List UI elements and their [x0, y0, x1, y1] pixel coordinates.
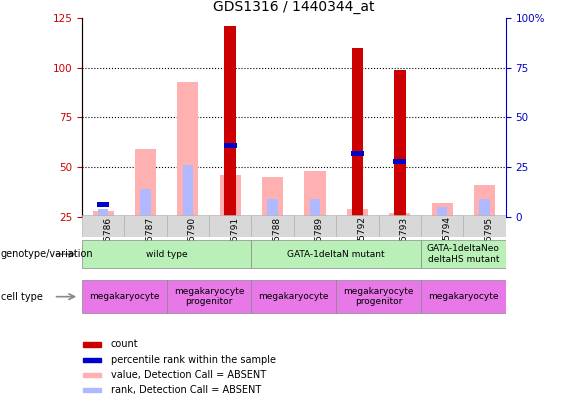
Bar	[135, 149, 156, 217]
Bar	[182, 165, 193, 217]
Bar	[394, 70, 406, 217]
Text: wild type: wild type	[146, 249, 188, 259]
Text: GATA-1deltaNeo
deltaHS mutant: GATA-1deltaNeo deltaHS mutant	[427, 245, 499, 264]
Text: GSM45788: GSM45788	[273, 216, 281, 266]
Bar	[177, 82, 198, 217]
Text: value, Detection Call = ABSENT: value, Detection Call = ABSENT	[111, 370, 266, 380]
Text: GSM45794: GSM45794	[442, 216, 451, 265]
Bar	[347, 209, 368, 217]
Bar	[393, 159, 406, 164]
Text: GSM45795: GSM45795	[485, 216, 493, 266]
Bar	[251, 215, 294, 237]
Bar	[474, 185, 495, 217]
Bar	[351, 48, 363, 217]
Bar	[82, 358, 101, 362]
Text: percentile rank within the sample: percentile rank within the sample	[111, 355, 276, 364]
Bar	[224, 26, 236, 217]
Bar	[220, 175, 241, 217]
Bar	[463, 215, 506, 237]
Bar	[167, 281, 251, 313]
Text: GSM45790: GSM45790	[188, 216, 197, 266]
Bar	[140, 189, 151, 217]
Bar	[82, 215, 124, 237]
Bar	[167, 215, 209, 237]
Text: megakaryocyte: megakaryocyte	[428, 292, 498, 301]
Bar	[310, 199, 320, 217]
Bar	[124, 215, 167, 237]
Text: megakaryocyte: megakaryocyte	[89, 292, 159, 301]
Bar	[437, 207, 447, 217]
Bar	[294, 215, 336, 237]
Bar	[82, 343, 101, 347]
Bar	[267, 199, 278, 217]
Bar	[262, 177, 283, 217]
Bar	[93, 211, 114, 217]
Bar	[82, 373, 101, 377]
Bar	[432, 203, 453, 217]
Bar	[98, 209, 108, 217]
Text: GSM45792: GSM45792	[358, 216, 366, 265]
Text: GATA-1deltaN mutant: GATA-1deltaN mutant	[288, 249, 385, 259]
Bar	[251, 281, 336, 313]
Bar	[379, 215, 421, 237]
Bar	[479, 199, 490, 217]
Bar	[225, 209, 236, 217]
Text: cell type: cell type	[1, 292, 42, 302]
Bar	[389, 213, 410, 217]
Bar	[421, 215, 463, 237]
Bar	[305, 171, 325, 217]
Bar	[336, 281, 421, 313]
Text: GSM45791: GSM45791	[231, 216, 239, 266]
Bar	[82, 281, 167, 313]
Bar	[421, 240, 506, 269]
Bar	[224, 143, 237, 148]
Text: megakaryocyte
progenitor: megakaryocyte progenitor	[344, 287, 414, 306]
Bar	[336, 215, 379, 237]
Bar	[209, 215, 251, 237]
Text: GSM45789: GSM45789	[315, 216, 324, 266]
Bar	[97, 202, 110, 207]
Bar	[351, 151, 364, 156]
Text: GSM45793: GSM45793	[400, 216, 408, 266]
Text: megakaryocyte: megakaryocyte	[259, 292, 329, 301]
Bar	[421, 281, 506, 313]
Text: rank, Detection Call = ABSENT: rank, Detection Call = ABSENT	[111, 385, 261, 395]
Text: count: count	[111, 339, 138, 350]
Bar	[352, 209, 363, 217]
Bar	[394, 209, 405, 217]
Text: genotype/variation: genotype/variation	[1, 249, 93, 259]
Bar	[82, 240, 251, 269]
Title: GDS1316 / 1440344_at: GDS1316 / 1440344_at	[213, 0, 375, 15]
Bar	[82, 388, 101, 392]
Text: GSM45787: GSM45787	[146, 216, 154, 266]
Bar	[251, 240, 421, 269]
Text: megakaryocyte
progenitor: megakaryocyte progenitor	[174, 287, 244, 306]
Text: GSM45786: GSM45786	[103, 216, 112, 266]
